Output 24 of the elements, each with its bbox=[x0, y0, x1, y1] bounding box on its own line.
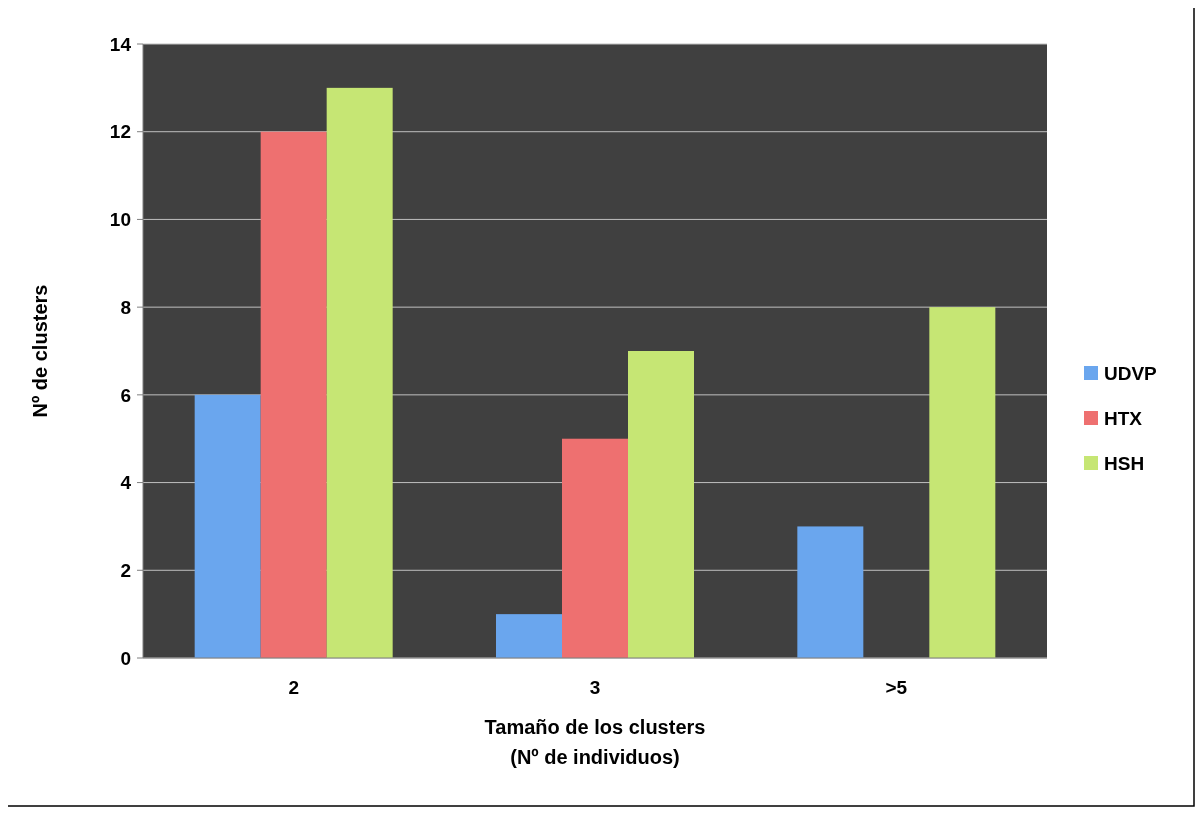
bar bbox=[628, 351, 694, 658]
y-tick-label: 14 bbox=[109, 33, 132, 55]
y-tick-label: 2 bbox=[120, 559, 131, 581]
legend-label: HSH bbox=[1104, 452, 1145, 474]
y-axis-title: Nº de clusters bbox=[29, 284, 51, 418]
x-tick-label: 2 bbox=[288, 677, 299, 698]
bar bbox=[797, 526, 864, 658]
legend-label: HTX bbox=[1104, 407, 1143, 429]
y-tick-label: 8 bbox=[120, 296, 131, 318]
bar bbox=[194, 394, 261, 658]
y-tick-label: 0 bbox=[120, 647, 131, 669]
x-tick-label: 3 bbox=[589, 677, 601, 698]
y-tick-label: 4 bbox=[120, 472, 132, 494]
bar bbox=[562, 438, 628, 658]
bar bbox=[326, 87, 393, 658]
bar bbox=[929, 307, 996, 658]
legend-label: UDVP bbox=[1104, 362, 1158, 384]
x-tick-label: >5 bbox=[885, 677, 908, 698]
x-axis-title: Tamaño de los clusters (Nº de individuos) bbox=[484, 716, 706, 768]
y-tick-label: 12 bbox=[109, 121, 131, 143]
bar bbox=[496, 614, 562, 658]
y-tick-label: 10 bbox=[109, 209, 131, 231]
y-tick-label: 6 bbox=[120, 384, 131, 406]
bar bbox=[260, 131, 327, 658]
